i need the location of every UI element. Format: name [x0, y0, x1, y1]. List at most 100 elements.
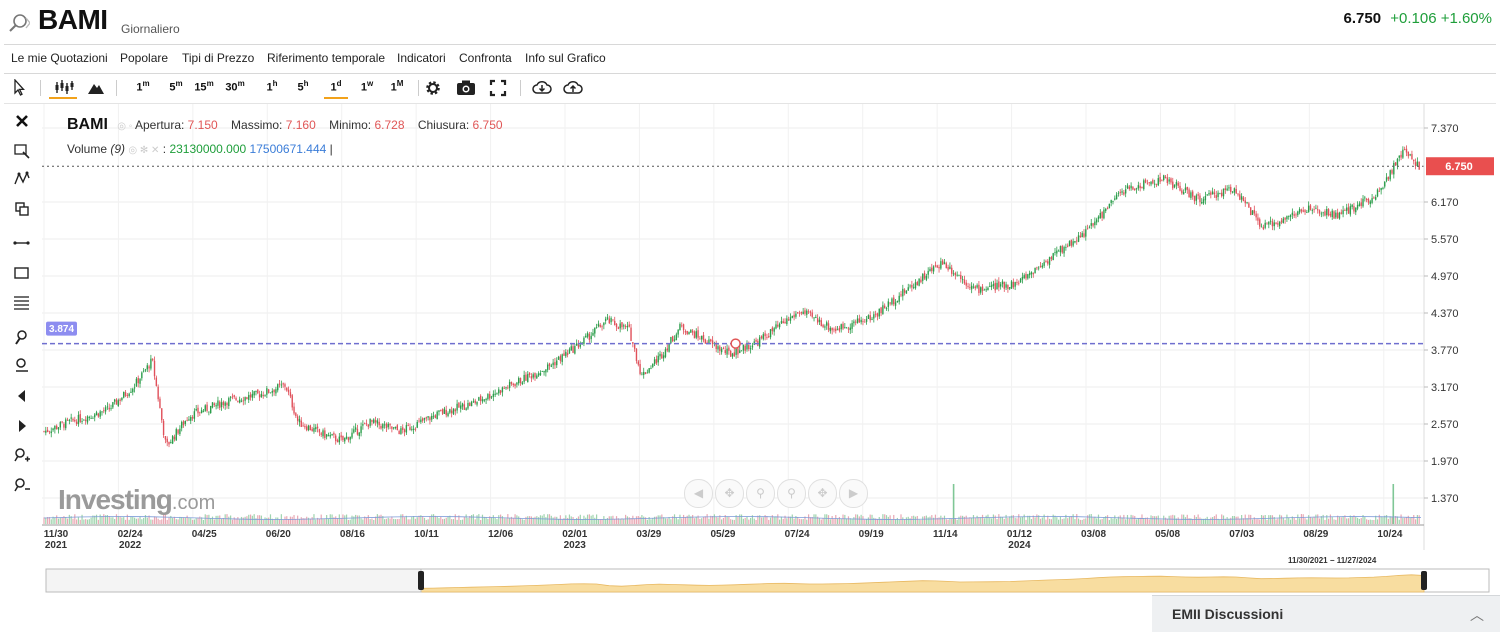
zoom-out-nav-icon[interactable]: ⚲	[746, 479, 775, 508]
discussion-panel[interactable]: EMII Discussioni ︿	[1152, 595, 1500, 632]
volume-bar	[295, 518, 297, 524]
interval-15m[interactable]: 15m	[192, 79, 216, 97]
volume-bar	[97, 519, 99, 524]
download-icon[interactable]	[532, 79, 552, 97]
scroll-left-icon[interactable]: ◀	[684, 479, 713, 508]
candle-body	[431, 415, 433, 420]
camera-icon[interactable]	[456, 79, 476, 97]
volume-bar	[1239, 518, 1241, 524]
interval-1d[interactable]: 1d	[324, 79, 348, 99]
volume-bar	[1297, 514, 1299, 524]
menu-my-quotes[interactable]: Le mie Quotazioni	[11, 51, 108, 65]
candle-body	[777, 324, 779, 327]
volume-bar	[1402, 518, 1404, 524]
zoom-in-nav-icon[interactable]: ⚲	[777, 479, 806, 508]
candle-body	[512, 383, 514, 386]
candle-body	[1275, 222, 1277, 224]
candle-body	[1318, 210, 1321, 214]
interval-5h[interactable]: 5h	[291, 79, 315, 97]
volume-bar	[1128, 518, 1130, 524]
candle-body	[1110, 200, 1112, 203]
volume-bar	[1327, 518, 1330, 524]
volume-bar	[175, 519, 177, 524]
zoom-in-icon[interactable]	[13, 446, 31, 464]
cursor-icon[interactable]	[12, 79, 26, 97]
candle-body	[1215, 195, 1217, 198]
interval-1m[interactable]: 1m	[131, 79, 155, 97]
volume-bar	[1376, 519, 1379, 524]
volume-bar	[972, 515, 975, 524]
interval-1h[interactable]: 1h	[260, 79, 284, 97]
volume-bar	[275, 517, 277, 524]
fit-icon[interactable]: ✥	[808, 479, 837, 508]
fib-tool-icon[interactable]	[13, 294, 31, 312]
close-icon[interactable]	[13, 112, 31, 130]
menu-compare[interactable]: Confronta	[459, 51, 512, 65]
magnet-icon[interactable]	[13, 328, 31, 346]
interval-1w[interactable]: 1w	[355, 79, 379, 97]
volume-bar	[1273, 516, 1275, 524]
menu-popular[interactable]: Popolare	[120, 51, 169, 65]
range-navigator[interactable]	[45, 568, 1490, 593]
arrow-right-icon[interactable]	[13, 417, 31, 435]
rectangle-tool-icon[interactable]	[13, 264, 31, 282]
volume-bar	[1237, 516, 1239, 524]
candle-body	[211, 402, 214, 408]
price-axis[interactable]: 7.3706.1705.5704.9704.3703.7703.1702.570…	[1423, 104, 1459, 550]
price-tick-label: 6.170	[1431, 197, 1459, 209]
fullscreen-icon[interactable]	[489, 79, 507, 97]
volume-bar	[1228, 518, 1230, 524]
candle-body	[271, 391, 273, 393]
draw-icon[interactable]	[13, 356, 31, 374]
eye-icon[interactable]: ◎ ◦	[117, 121, 133, 132]
menu-chart-info[interactable]: Info sul Grafico	[525, 51, 606, 65]
volume-bar	[1154, 516, 1156, 524]
volume-bar	[1270, 515, 1272, 524]
volume-bar	[220, 518, 223, 524]
volume-bar	[197, 517, 199, 524]
candle-body	[101, 411, 103, 413]
volume-bar	[1170, 515, 1172, 524]
upload-icon[interactable]	[563, 79, 583, 97]
scroll-right-icon[interactable]: ▶	[839, 479, 868, 508]
menu-time-reference[interactable]: Riferimento temporale	[267, 51, 386, 65]
interval-5m[interactable]: 5m	[164, 79, 188, 97]
candle-body	[1193, 195, 1196, 202]
search-icon[interactable]	[8, 12, 30, 34]
chevron-up-icon[interactable]: ︿	[1470, 607, 1484, 623]
candle-body	[436, 411, 438, 420]
select-zoom-icon[interactable]	[13, 142, 31, 160]
volume-bar	[1134, 515, 1136, 524]
volume-bar	[599, 519, 601, 524]
horizontal-line-3874[interactable]: 3.874	[42, 321, 1424, 349]
clone-icon[interactable]	[13, 200, 31, 218]
candle-body	[1329, 213, 1332, 216]
interval-1M[interactable]: 1M	[385, 79, 409, 97]
menu-price-types[interactable]: Tipi di Prezzo	[182, 51, 255, 65]
volume-bar	[286, 516, 288, 524]
line-tool-icon[interactable]	[13, 234, 31, 252]
candle-body	[675, 334, 678, 341]
volume-bar	[371, 518, 373, 524]
period-label: Giornaliero	[121, 22, 180, 36]
candle-body	[831, 327, 833, 331]
zoom-out-icon[interactable]	[13, 476, 31, 494]
candle-body	[335, 435, 337, 441]
arrow-left-icon[interactable]	[13, 387, 31, 405]
candle-body	[1393, 162, 1395, 175]
volume-bar	[83, 519, 85, 524]
menu-indicators[interactable]: Indicatori	[397, 51, 446, 65]
candles-icon[interactable]	[49, 79, 77, 99]
mountain-icon[interactable]	[87, 79, 105, 97]
volume-settings-icon[interactable]: ◎ ✻ ✕	[128, 145, 160, 156]
pattern-icon[interactable]	[13, 170, 31, 188]
zoom-reset-icon[interactable]: ✥	[715, 479, 744, 508]
candle-body	[177, 429, 179, 434]
candle-body	[92, 418, 94, 419]
logo-main: Investing	[58, 484, 173, 515]
volume-bar	[85, 519, 87, 524]
interval-30m[interactable]: 30m	[223, 79, 247, 97]
settings-icon[interactable]	[424, 79, 442, 97]
